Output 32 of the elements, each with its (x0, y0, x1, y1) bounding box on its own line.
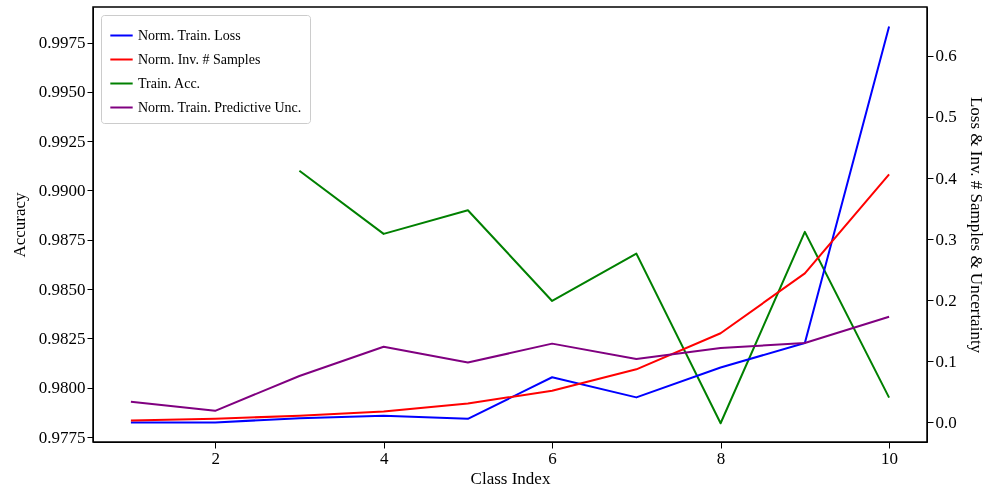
x-tick-label: 8 (716, 448, 726, 468)
x-tick-label: 4 (379, 448, 389, 468)
y-tick-label: 0.9925 (38, 131, 86, 151)
line-series (129, 25, 891, 424)
y-tick-label: 0.9775 (38, 427, 86, 447)
y2-tick-label: 0.1 (935, 351, 957, 371)
legend-label: Norm. Train. Loss (138, 27, 241, 43)
legend-label: Norm. Inv. # Samples (138, 51, 261, 67)
x-tick-label: 10 (881, 448, 899, 468)
y-axis-title: Accuracy (9, 191, 29, 258)
y-tick-label: 0.9950 (38, 82, 86, 102)
y2-tick-label: 0.4 (935, 168, 958, 188)
y2-tick-label: 0.6 (935, 46, 957, 66)
x-axis-title: Class Index (470, 468, 551, 488)
line-series (129, 315, 891, 412)
y2-tick-label: 0.3 (935, 229, 957, 249)
y-tick-label: 0.9800 (38, 378, 86, 398)
x-tick-label: 6 (548, 448, 557, 468)
legend-label: Norm. Train. Predictive Unc. (138, 99, 302, 115)
y2-tick-label: 0.2 (935, 290, 957, 310)
y-tick-label: 0.9900 (38, 180, 86, 200)
y2-axis-title: Loss & Inv. # Samples & Uncertainty (966, 96, 986, 354)
x-tick-label: 2 (211, 448, 220, 468)
line-series (129, 173, 891, 422)
y-tick-label: 0.9875 (38, 230, 86, 250)
y-tick-label: 0.9825 (38, 328, 86, 348)
y-tick-label: 0.9975 (38, 33, 86, 53)
line-series (298, 169, 891, 425)
y2-tick-label: 0.0 (935, 412, 957, 432)
legend-label: Train. Acc. (138, 75, 201, 91)
y-tick-label: 0.9850 (38, 279, 86, 299)
y2-tick-label: 0.5 (935, 107, 957, 127)
